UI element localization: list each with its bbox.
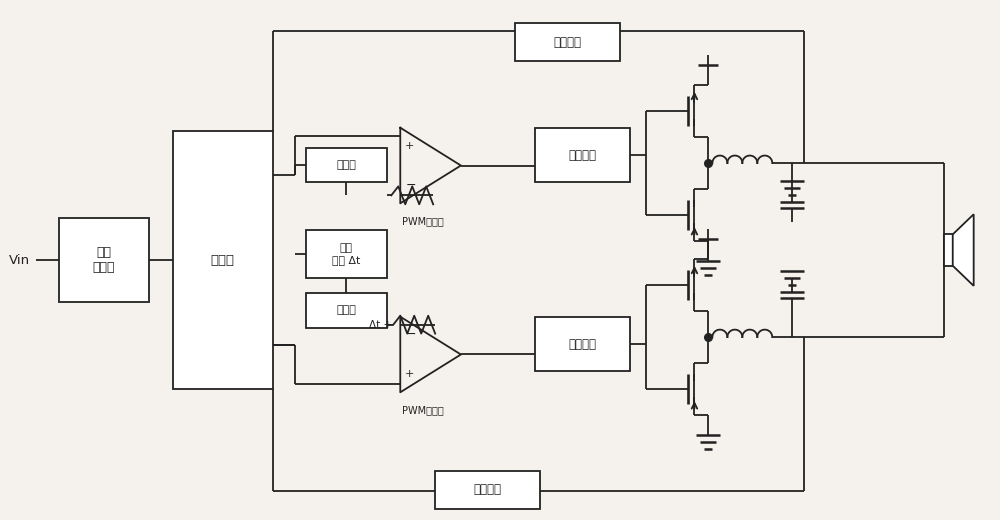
Text: 反馈网络: 反馈网络 (553, 36, 581, 49)
Text: PWM比较器: PWM比较器 (402, 216, 444, 226)
Bar (435, 471, 540, 509)
Bar (306, 148, 387, 183)
Bar (944, 235, 953, 266)
Text: Vin: Vin (9, 254, 30, 267)
Text: 固定
延时 Δt: 固定 延时 Δt (332, 243, 361, 265)
Bar (535, 128, 630, 183)
Text: −: − (405, 179, 416, 192)
Text: Δt +: Δt + (369, 320, 392, 330)
Bar (306, 293, 387, 328)
Text: 栅极驱动: 栅极驱动 (568, 149, 596, 162)
Text: 栅极驱动: 栅极驱动 (568, 337, 596, 350)
Text: 三角波: 三角波 (336, 305, 356, 315)
Text: PWM比较器: PWM比较器 (402, 405, 444, 415)
Bar (173, 131, 273, 389)
Bar (515, 23, 620, 61)
Polygon shape (953, 214, 974, 286)
Text: 积分器: 积分器 (211, 254, 235, 267)
Text: +: + (405, 369, 415, 379)
Text: 反馈网络: 反馈网络 (474, 483, 502, 496)
Text: +: + (405, 141, 415, 151)
Bar (59, 218, 149, 302)
Bar (306, 230, 387, 278)
Bar (535, 317, 630, 371)
Text: 前置
放大器: 前置 放大器 (93, 246, 115, 274)
Text: 三角波: 三角波 (336, 160, 356, 170)
Text: −: − (405, 328, 416, 341)
